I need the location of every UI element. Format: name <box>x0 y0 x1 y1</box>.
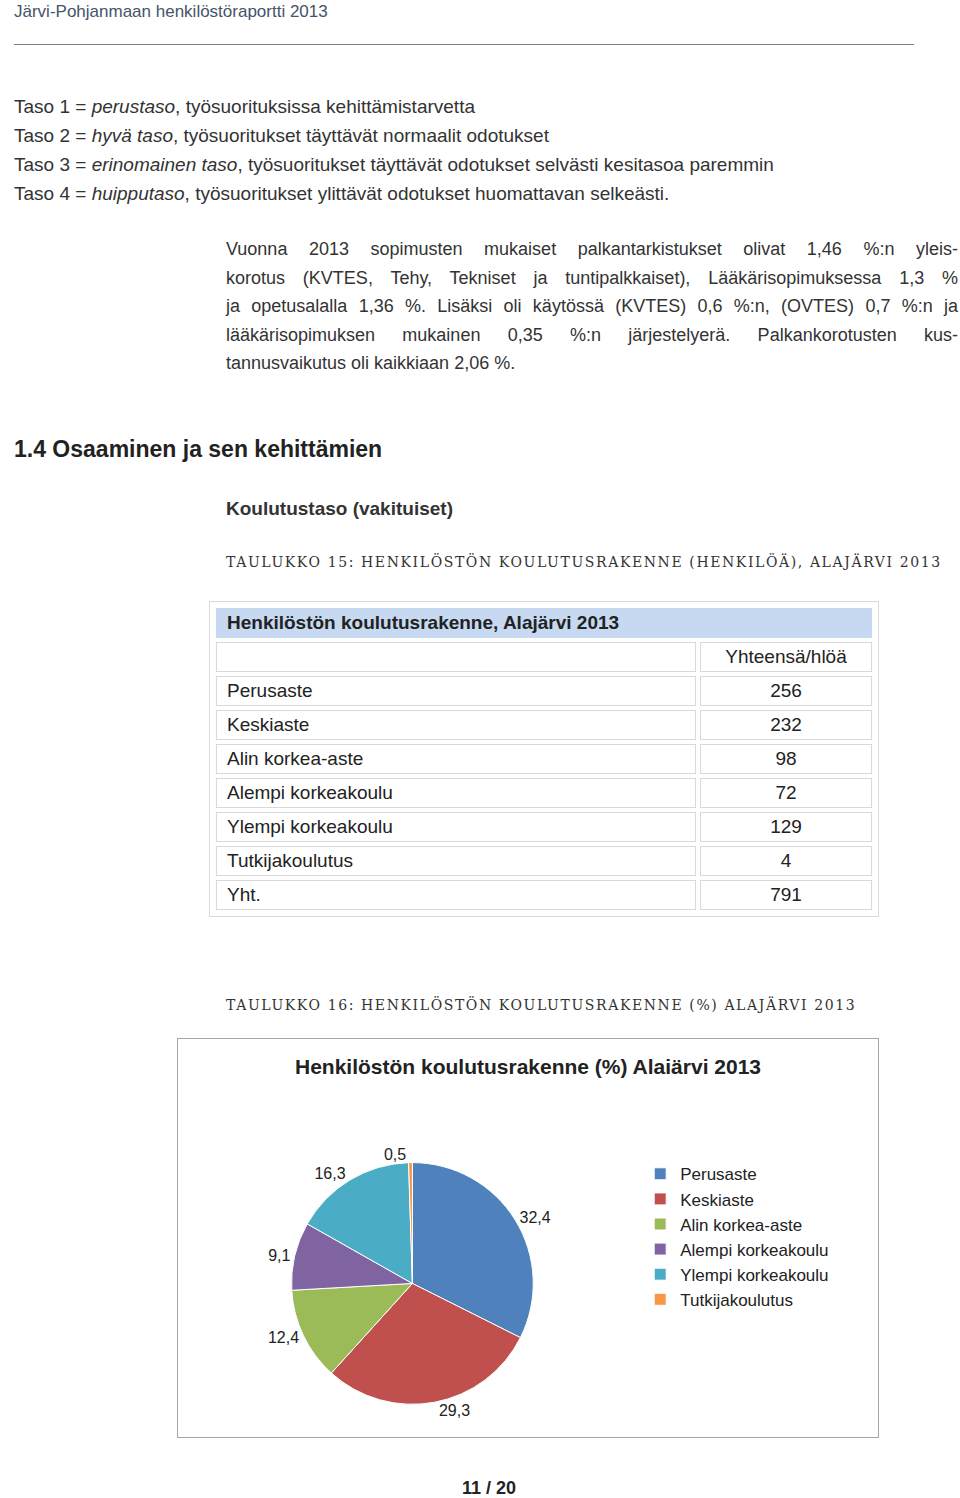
html-text:Yht.: Yht. <box>227 884 261 905</box>
svg-text:32,4: 32,4 <box>519 1209 550 1226</box>
html-text:Alin korkea-aste: Alin korkea-aste <box>227 748 364 769</box>
html-text:korotus (KVTES, Tehy, Tekniset: korotus (KVTES, Tehy, Tekniset ja tuntip… <box>226 267 958 288</box>
html-text:Vuonna 2013 sopimusten mukaise: Vuonna 2013 sopimusten mukaiset palkanta… <box>226 239 958 259</box>
svg-text:Alempi korkeakoulu: Alempi korkeakoulu <box>680 1241 828 1260</box>
html-text:1.4 Osaaminen ja sen kehittämi: 1.4 Osaaminen ja sen kehittämien <box>14 436 383 462</box>
html-text:ja opetusalalla 1,36 %. Lisäks: ja opetusalalla 1,36 %. Lisäksi oli käyt… <box>226 296 958 317</box>
svg-text:0,5: 0,5 <box>384 1146 406 1163</box>
svg-text:Perusaste: Perusaste <box>680 1165 757 1184</box>
html-text:Alempi korkeakoulu: Alempi korkeakoulu <box>227 782 393 803</box>
svg-text:9,1: 9,1 <box>268 1247 290 1264</box>
html-text:Taso 1 = perustaso, työsuoritu: Taso 1 = perustaso, työsuorituksissa keh… <box>14 96 475 117</box>
html-text:72: 72 <box>775 782 797 803</box>
html-text:Yhteensä/hlöä: Yhteensä/hlöä <box>725 646 847 667</box>
svg-text:Ylempi korkeakoulu: Ylempi korkeakoulu <box>680 1266 828 1285</box>
html-text:Perusaste: Perusaste <box>227 680 313 701</box>
html-text:Henkilöstön koulutusrakenne, A: Henkilöstön koulutusrakenne, Alajärvi 20… <box>227 612 620 633</box>
svg-text:29,3: 29,3 <box>439 1402 470 1419</box>
svg-text:Alin korkea-aste: Alin korkea-aste <box>680 1216 802 1235</box>
svg-text:16,3: 16,3 <box>314 1165 345 1182</box>
html-text:4: 4 <box>780 850 792 871</box>
html-text:TAULUKKO 15: HENKILÖSTÖN KOULU: TAULUKKO 15: HENKILÖSTÖN KOULUTUSRAKENNE… <box>226 554 942 570</box>
html-text:129: 129 <box>770 816 802 837</box>
html-text:11 / 20: 11 / 20 <box>462 1478 516 1498</box>
html-text:Tutkijakoulutus: Tutkijakoulutus <box>227 850 353 871</box>
svg-text:12,4: 12,4 <box>268 1329 299 1346</box>
html-text:Taso 4 = huipputaso, työsuorit: Taso 4 = huipputaso, työsuoritukset ylit… <box>14 183 670 204</box>
html-text:232: 232 <box>770 714 802 735</box>
html-text:lääkärisopimuksen mukainen 0,3: lääkärisopimuksen mukainen 0,35 %:n järj… <box>226 324 958 345</box>
svg-text:Keskiaste: Keskiaste <box>680 1191 754 1210</box>
svg-text:Henkilöstön koulutusrakenne (%: Henkilöstön koulutusrakenne (%) Alaiärvi… <box>295 1055 761 1078</box>
html-text:TAULUKKO 16: HENKILÖSTÖN KOULU: TAULUKKO 16: HENKILÖSTÖN KOULUTUSRAKENNE… <box>226 997 857 1013</box>
html-text:Järvi-Pohjanmaan henkilöstörap: Järvi-Pohjanmaan henkilöstöraportti 2013 <box>14 2 328 21</box>
html-text:791: 791 <box>770 884 802 905</box>
svg-text:Tutkijakoulutus: Tutkijakoulutus <box>680 1291 793 1310</box>
html-text:256: 256 <box>770 680 802 701</box>
html-text:98: 98 <box>775 748 797 769</box>
html-text:Ylempi korkeakoulu: Ylempi korkeakoulu <box>227 816 393 837</box>
html-text:Taso 3 = erinomainen taso, työ: Taso 3 = erinomainen taso, työsuoritukse… <box>14 154 774 175</box>
html-text:Keskiaste: Keskiaste <box>227 714 310 735</box>
html-text:Koulutustaso (vakituiset): Koulutustaso (vakituiset) <box>226 498 453 519</box>
html-text:tannusvaikutus oli kaikkiaan 2: tannusvaikutus oli kaikkiaan 2,06 %. <box>226 353 516 374</box>
html-text:Taso 2 = hyvä taso, työsuoritu: Taso 2 = hyvä taso, työsuoritukset täytt… <box>14 125 549 146</box>
